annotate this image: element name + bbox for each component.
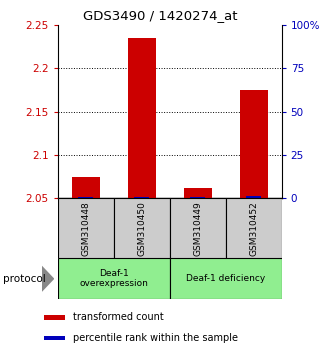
Text: GSM310450: GSM310450 bbox=[137, 201, 146, 256]
Text: Deaf-1 deficiency: Deaf-1 deficiency bbox=[186, 274, 265, 283]
Text: GSM310452: GSM310452 bbox=[249, 201, 258, 256]
Text: GSM310449: GSM310449 bbox=[193, 201, 202, 256]
Bar bbox=[58, 198, 114, 258]
Bar bbox=[226, 198, 282, 258]
Bar bbox=[190, 196, 205, 198]
Text: GSM310448: GSM310448 bbox=[81, 201, 90, 256]
Bar bbox=[170, 258, 282, 299]
Text: transformed count: transformed count bbox=[73, 312, 164, 322]
Bar bbox=[170, 198, 226, 258]
Bar bbox=[134, 196, 149, 198]
Bar bbox=[128, 38, 156, 198]
Polygon shape bbox=[42, 266, 54, 292]
Bar bbox=[72, 177, 100, 198]
Bar bbox=[246, 196, 261, 198]
Bar bbox=[44, 315, 65, 320]
Bar bbox=[184, 188, 212, 198]
Bar bbox=[114, 198, 170, 258]
Bar bbox=[44, 336, 65, 340]
Text: percentile rank within the sample: percentile rank within the sample bbox=[73, 332, 238, 343]
Text: GDS3490 / 1420274_at: GDS3490 / 1420274_at bbox=[83, 9, 237, 22]
Text: protocol: protocol bbox=[3, 274, 46, 284]
Bar bbox=[58, 258, 170, 299]
Bar bbox=[78, 196, 93, 198]
Bar bbox=[240, 90, 268, 198]
Text: Deaf-1
overexpression: Deaf-1 overexpression bbox=[79, 269, 148, 289]
